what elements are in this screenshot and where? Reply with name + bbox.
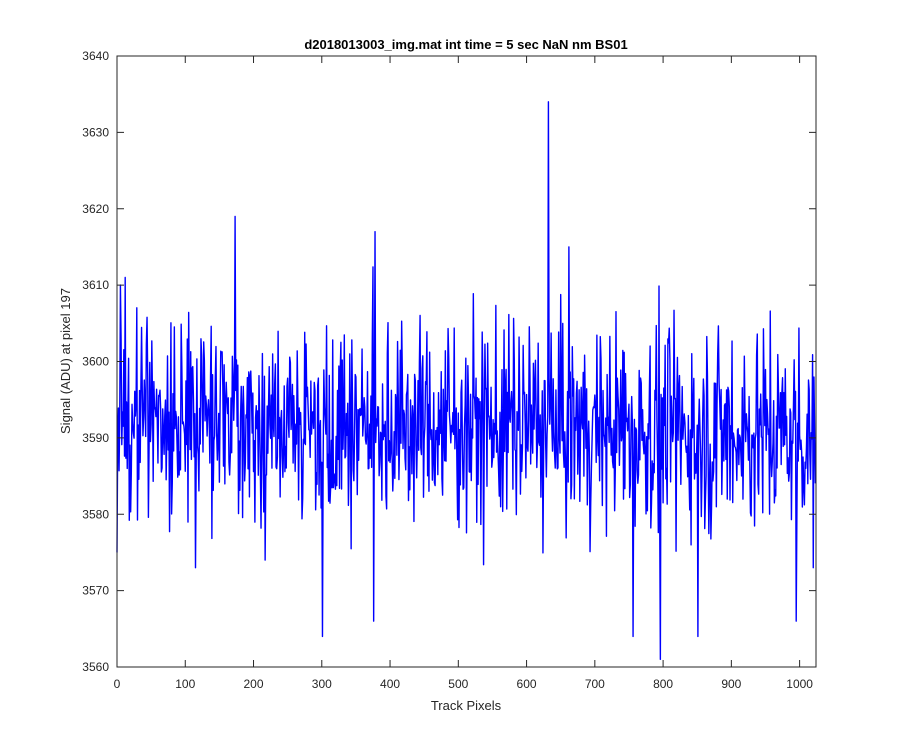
chart-title: d2018013003_img.mat int time = 5 sec NaN… [304,37,627,52]
x-tick-label: 200 [244,677,264,691]
y-tick-label: 3570 [82,584,109,598]
x-axis-label: Track Pixels [431,698,502,713]
y-tick-label: 3620 [82,202,109,216]
x-tick-label: 500 [448,677,468,691]
x-tick-label: 600 [517,677,537,691]
y-tick-label: 3580 [82,507,109,521]
series-line [116,101,817,661]
x-tick-label: 700 [585,677,605,691]
y-tick-label: 3610 [82,278,109,292]
y-tick-label: 3560 [82,660,109,674]
x-tick-label: 400 [380,677,400,691]
y-tick-label: 3590 [82,431,109,445]
y-axis-label: Signal (ADU) at pixel 197 [58,288,73,434]
series-group [116,101,817,661]
x-tick-label: 800 [653,677,673,691]
x-tick-label: 0 [114,677,121,691]
x-tick-label: 900 [721,677,741,691]
x-tick-label: 1000 [786,677,813,691]
x-tick-label: 100 [175,677,195,691]
y-tick-label: 3600 [82,355,109,369]
y-tick-label: 3640 [82,49,109,63]
x-tick-label: 300 [312,677,332,691]
y-tick-label: 3630 [82,125,109,139]
ticks: 0 100 200 300 400 500 600 700 800 900 1000 3560 3570… [82,49,816,691]
